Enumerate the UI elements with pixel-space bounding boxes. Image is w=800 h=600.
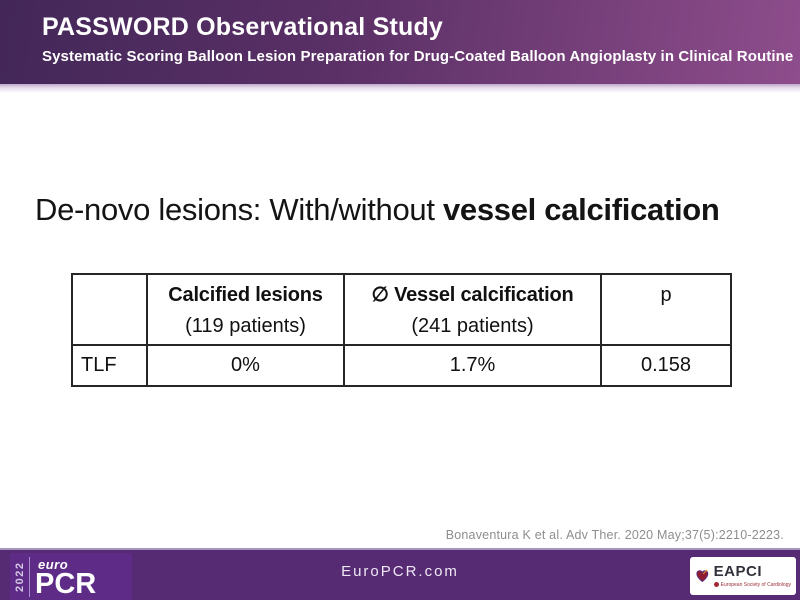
header-cell-calcified: Calcified lesions (119 patients): [146, 273, 345, 346]
results-table: Calcified lesions (119 patients) ∅ Vesse…: [71, 273, 732, 387]
table-row-tlf: TLF 0% 1.7% 0.158: [71, 344, 732, 387]
no-calcification-header-label: ∅ Vessel calcification: [371, 284, 574, 306]
study-title: PASSWORD Observational Study: [42, 13, 444, 41]
heading-regular-text: De-novo lesions: With/without: [35, 192, 443, 227]
tlf-no-calcification-value: 1.7%: [343, 344, 602, 387]
eapci-subline: European Society of Cardiology: [713, 581, 791, 588]
eapci-logo: EAPCI European Society of Cardiology: [690, 557, 796, 595]
tlf-calcified-value: 0%: [146, 344, 345, 387]
logo-euro-label: euro: [38, 557, 69, 572]
slide-header: PASSWORD Observational Study Systematic …: [0, 0, 800, 84]
header-cell-no-calcification: ∅ Vessel calcification (241 patients): [343, 273, 602, 346]
europcr-logo: 2022 euro PCR: [10, 553, 132, 600]
logo-separator: [29, 557, 30, 597]
calcified-header-count: (119 patients): [185, 315, 306, 337]
eapci-society-label: European Society of Cardiology: [720, 581, 791, 588]
footer-website-label: EuroPCR.com: [341, 563, 459, 580]
heart-arrow-icon: [696, 569, 709, 583]
citation-reference: Bonaventura K et al. Adv Ther. 2020 May;…: [445, 528, 784, 542]
study-subtitle: Systematic Scoring Balloon Lesion Prepar…: [42, 48, 794, 65]
eapci-text-block: EAPCI European Society of Cardiology: [713, 563, 791, 588]
eapci-name-label: EAPCI: [713, 563, 763, 581]
logo-pcr-label: PCR: [35, 568, 97, 600]
heading-bold-text: vessel calcification: [442, 192, 720, 227]
header-cell-p-value: p: [600, 273, 732, 346]
row-label-tlf: TLF: [71, 344, 148, 387]
slide-heading: De-novo lesions: With/without vessel cal…: [35, 192, 785, 228]
esc-dot-icon: [713, 582, 719, 588]
footer-top-divider: [0, 548, 800, 550]
header-bottom-fade: [0, 84, 800, 93]
slide-footer: 2022 euro PCR EuroPCR.com EAPCI European…: [0, 550, 800, 600]
header-cell-empty: [71, 273, 148, 346]
logo-wordmark: euro PCR: [35, 557, 97, 600]
tlf-p-value: 0.158: [600, 344, 732, 387]
calcified-header-label: Calcified lesions: [168, 284, 323, 306]
table-header-row: Calcified lesions (119 patients) ∅ Vesse…: [71, 273, 732, 346]
no-calcification-header-count: (241 patients): [411, 315, 534, 337]
